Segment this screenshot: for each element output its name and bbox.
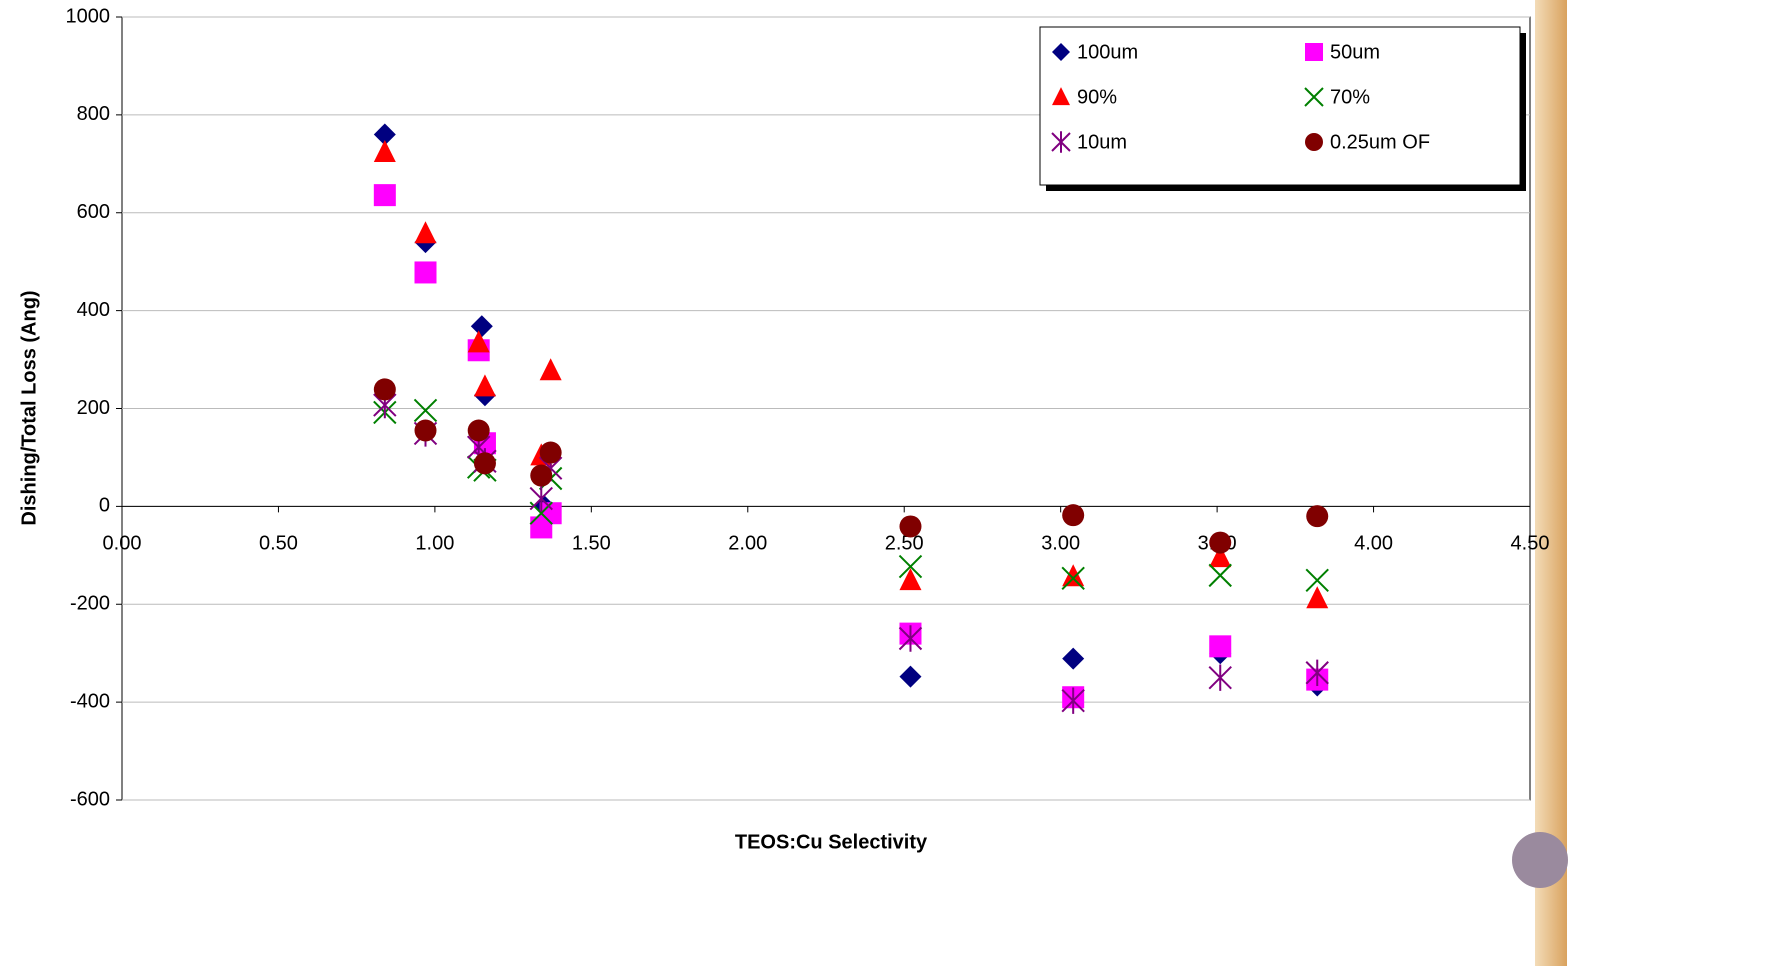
legend-label: 70% bbox=[1330, 86, 1370, 108]
legend-label: 50um bbox=[1330, 41, 1380, 63]
marker-triangle bbox=[1052, 87, 1070, 106]
marker-triangle bbox=[467, 330, 490, 353]
y-tick-label: -600 bbox=[70, 788, 110, 810]
legend-label: 90% bbox=[1077, 86, 1117, 108]
x-tick-label: 4.00 bbox=[1354, 533, 1393, 555]
x-tick-label: 2.50 bbox=[885, 533, 924, 555]
marker-square bbox=[373, 184, 396, 207]
marker-asterisk bbox=[1305, 659, 1329, 686]
marker-asterisk bbox=[898, 625, 923, 652]
marker-diamond bbox=[470, 315, 493, 338]
marker-x bbox=[1304, 87, 1324, 107]
marker-triangle bbox=[1062, 564, 1085, 587]
marker-x bbox=[1305, 568, 1329, 592]
y-tick-label: 800 bbox=[77, 103, 110, 125]
marker-circle bbox=[899, 515, 922, 538]
x-tick-label: 1.00 bbox=[415, 533, 454, 555]
marker-triangle bbox=[1306, 586, 1329, 609]
marker-circle bbox=[1305, 133, 1323, 151]
marker-square bbox=[1209, 635, 1232, 658]
marker-square bbox=[414, 261, 437, 284]
marker-circle bbox=[530, 464, 553, 487]
x-tick-label: 0.50 bbox=[259, 533, 298, 555]
x-axis-title: TEOS:Cu Selectivity bbox=[735, 831, 928, 853]
marker-triangle bbox=[539, 358, 562, 381]
legend-label: 10um bbox=[1077, 131, 1127, 153]
marker-square bbox=[539, 502, 562, 525]
marker-triangle bbox=[1209, 545, 1232, 568]
y-tick-label: 0 bbox=[99, 495, 110, 517]
x-tick-label: 0.00 bbox=[103, 533, 142, 555]
marker-square bbox=[1305, 43, 1323, 61]
y-tick-label: 1000 bbox=[66, 5, 111, 27]
y-tick-label: 200 bbox=[77, 397, 110, 419]
legend-label: 100um bbox=[1077, 41, 1138, 63]
x-tick-label: 2.00 bbox=[728, 533, 767, 555]
marker-triangle bbox=[373, 139, 396, 162]
marker-circle bbox=[1062, 504, 1085, 527]
marker-circle bbox=[1209, 531, 1232, 554]
y-tick-label: 600 bbox=[77, 201, 110, 223]
marker-circle bbox=[467, 419, 490, 442]
legend-label: 0.25um OF bbox=[1330, 131, 1430, 153]
marker-diamond bbox=[1062, 647, 1085, 670]
marker-triangle bbox=[414, 221, 437, 244]
side-strip bbox=[1535, 0, 1567, 966]
marker-x bbox=[1061, 566, 1085, 591]
marker-diamond bbox=[1052, 43, 1070, 61]
marker-circle bbox=[373, 378, 396, 401]
marker-circle bbox=[414, 419, 437, 442]
marker-x bbox=[898, 554, 923, 579]
x-tick-label: 3.00 bbox=[1041, 533, 1080, 555]
y-tick-label: -200 bbox=[70, 593, 110, 615]
marker-diamond bbox=[373, 123, 396, 146]
marker-asterisk bbox=[1061, 687, 1085, 714]
marker-asterisk bbox=[529, 485, 553, 512]
marker-circle bbox=[539, 441, 562, 464]
y-tick-label: -400 bbox=[70, 690, 110, 712]
marker-diamond bbox=[899, 665, 922, 688]
marker-triangle bbox=[473, 374, 496, 397]
marker-asterisk bbox=[1208, 664, 1232, 691]
y-tick-label: 400 bbox=[77, 299, 110, 321]
legend bbox=[1039, 26, 1521, 186]
x-tick-label: 1.50 bbox=[572, 533, 611, 555]
marker-x bbox=[413, 398, 438, 423]
marker-x bbox=[1208, 563, 1232, 588]
marker-circle bbox=[473, 452, 496, 475]
marker-asterisk bbox=[1051, 131, 1071, 153]
y-axis-title: Dishing/Total Loss (Ang) bbox=[18, 290, 40, 525]
marker-triangle bbox=[899, 568, 922, 591]
marker-circle bbox=[1306, 505, 1329, 528]
x-tick-label: 4.50 bbox=[1511, 533, 1550, 555]
logo bbox=[1512, 832, 1568, 888]
